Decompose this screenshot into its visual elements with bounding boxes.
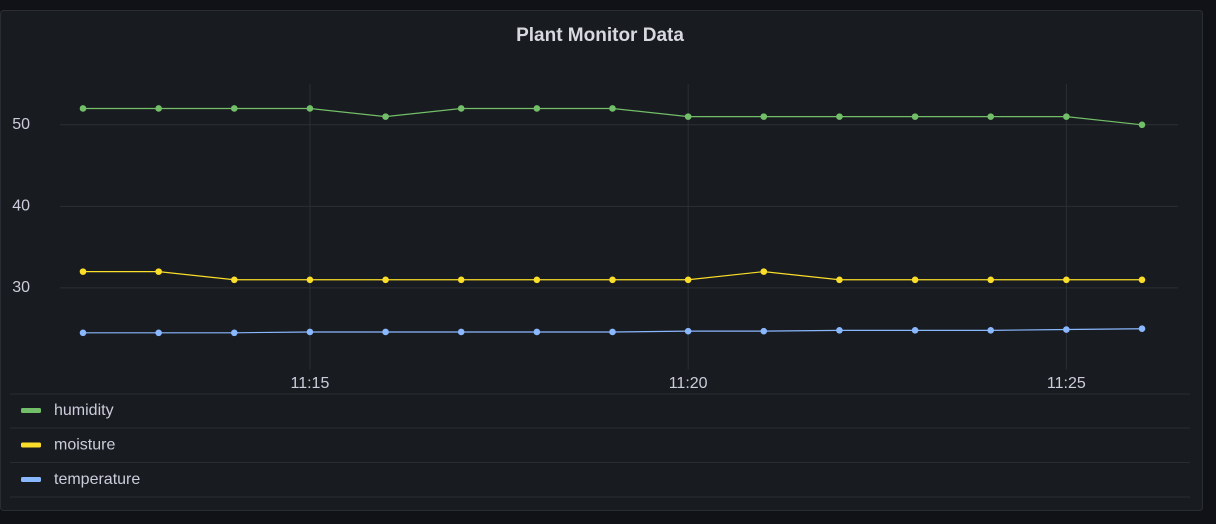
- data-point: [306, 328, 314, 336]
- data-point: [230, 276, 238, 284]
- data-point: [911, 276, 919, 284]
- data-point: [987, 113, 995, 120]
- legend-label[interactable]: humidity: [54, 402, 114, 419]
- data-point: [155, 329, 162, 337]
- data-point: [760, 327, 768, 335]
- data-point: [684, 276, 692, 284]
- data-point: [1138, 325, 1146, 333]
- data-point: [760, 268, 768, 275]
- legend-label[interactable]: temperature: [54, 471, 140, 488]
- data-point: [987, 276, 995, 284]
- data-point: [911, 113, 919, 120]
- data-point: [760, 113, 768, 120]
- data-point: [533, 105, 541, 112]
- data-point: [1138, 276, 1146, 284]
- legend-swatch[interactable]: [21, 408, 41, 413]
- data-point: [1063, 113, 1070, 120]
- legend-swatch[interactable]: [21, 477, 41, 482]
- data-point: [79, 329, 87, 337]
- y-tick-label: 40: [12, 198, 30, 215]
- data-point: [684, 113, 692, 120]
- data-point: [1138, 121, 1146, 129]
- data-point: [79, 105, 87, 112]
- panel: [0, 10, 1203, 511]
- data-point: [987, 327, 995, 334]
- data-point: [155, 268, 162, 275]
- y-tick-label: 50: [12, 116, 30, 133]
- y-tick-label: 30: [12, 279, 30, 296]
- x-tick-label: 11:15: [290, 375, 329, 392]
- x-tick-label: 11:20: [669, 375, 708, 392]
- data-point: [79, 268, 87, 275]
- data-point: [609, 276, 616, 284]
- data-point: [457, 328, 465, 336]
- data-point: [1063, 276, 1070, 284]
- data-point: [306, 276, 314, 284]
- data-point: [230, 329, 238, 337]
- data-point: [457, 105, 465, 112]
- data-point: [836, 276, 843, 284]
- x-tick-label: 11:25: [1047, 375, 1086, 392]
- data-point: [684, 327, 692, 335]
- data-point: [836, 113, 843, 120]
- data-point: [533, 328, 541, 336]
- data-point: [836, 327, 843, 334]
- data-point: [155, 105, 162, 112]
- data-point: [533, 276, 541, 284]
- legend-label[interactable]: moisture: [54, 437, 115, 454]
- data-point: [457, 276, 465, 284]
- data-point: [306, 105, 314, 112]
- data-point: [911, 327, 919, 334]
- data-point: [382, 276, 389, 284]
- data-point: [230, 105, 238, 112]
- data-point: [382, 113, 389, 120]
- data-point: [609, 105, 616, 112]
- data-point: [1063, 326, 1070, 333]
- data-point: [382, 328, 389, 336]
- data-point: [609, 328, 616, 336]
- panel-title: Plant Monitor Data: [516, 25, 684, 46]
- legend-swatch[interactable]: [21, 442, 41, 448]
